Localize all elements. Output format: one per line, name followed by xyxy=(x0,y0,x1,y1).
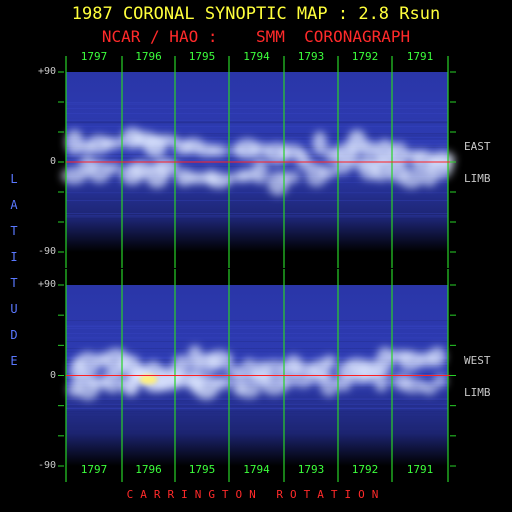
bottom-panel xyxy=(58,269,456,482)
streamer-mark xyxy=(209,145,228,157)
x-axis-label: CARRINGTON ROTATION xyxy=(0,488,512,501)
streamer-mark xyxy=(101,370,124,393)
top-panel xyxy=(58,56,456,268)
latitude-tick-label: +90 xyxy=(26,66,56,77)
rotation-label: 1791 xyxy=(393,50,447,63)
latitude-tick-label: +90 xyxy=(26,279,56,290)
streamer-mark xyxy=(206,172,232,188)
rotation-label: 1792 xyxy=(338,463,392,476)
rotation-label: 1797 xyxy=(67,50,121,63)
streamer-mark xyxy=(106,163,121,174)
latitude-tick-label: -90 xyxy=(26,460,56,471)
streamer-mark xyxy=(428,347,446,367)
bright-streamer-mark xyxy=(140,375,158,385)
streamer-mark xyxy=(376,347,394,372)
bottom-side-label-1: WEST xyxy=(464,354,491,367)
y-axis-label-letter: I xyxy=(8,250,20,264)
bottom-side-label-2: LIMB xyxy=(464,386,491,399)
rotation-label: 1796 xyxy=(122,50,176,63)
rotation-label: 1795 xyxy=(175,463,229,476)
streamer-mark xyxy=(429,155,453,179)
rotation-label: 1793 xyxy=(284,463,338,476)
y-axis-label-letter: A xyxy=(8,198,20,212)
latitude-tick-label: -90 xyxy=(26,246,56,257)
rotation-label: 1792 xyxy=(338,50,392,63)
streamer-mark xyxy=(101,137,124,149)
streamer-mark xyxy=(193,374,219,399)
streamer-mark xyxy=(317,166,338,179)
streamer-mark xyxy=(335,158,352,174)
y-axis-label-letter: U xyxy=(8,302,20,316)
y-axis-label-letter: D xyxy=(8,328,20,342)
streamer-mark xyxy=(312,131,326,155)
y-axis-label-letter: T xyxy=(8,224,20,238)
rotation-label: 1794 xyxy=(230,50,284,63)
streamer-mark xyxy=(238,383,261,398)
rotation-label: 1796 xyxy=(122,463,176,476)
top-side-label-1: EAST xyxy=(464,140,491,153)
streamer-mark xyxy=(433,374,447,388)
streamer-mark xyxy=(322,355,336,369)
rotation-label: 1797 xyxy=(67,463,121,476)
rotation-label: 1791 xyxy=(393,463,447,476)
latitude-tick-label: 0 xyxy=(26,156,56,167)
top-side-label-2: LIMB xyxy=(464,172,491,185)
streamer-mark xyxy=(320,374,338,396)
rotation-label: 1794 xyxy=(230,463,284,476)
rotation-label: 1795 xyxy=(175,50,229,63)
streamer-mark xyxy=(399,170,423,189)
streamer-mark xyxy=(214,376,230,389)
y-axis-label-letter: T xyxy=(8,276,20,290)
y-axis-label-letter: E xyxy=(8,354,20,368)
rotation-label: 1793 xyxy=(284,50,338,63)
latitude-tick-label: 0 xyxy=(26,370,56,381)
y-axis-label-letter: L xyxy=(8,172,20,186)
streamer-mark xyxy=(374,369,389,392)
